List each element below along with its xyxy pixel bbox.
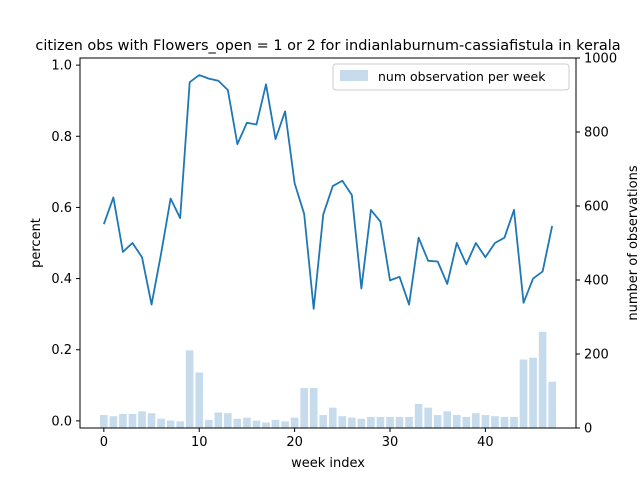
y-right-tick-label: 800	[584, 126, 609, 141]
bar	[328, 407, 337, 428]
y-axis-left-title: percent	[29, 218, 44, 268]
chart-title: citizen obs with Flowers_open = 1 or 2 f…	[35, 38, 620, 54]
bar	[472, 413, 480, 428]
y-right-tick-label: 1000	[584, 52, 617, 67]
bar	[109, 416, 118, 428]
bar	[290, 417, 299, 428]
y-left-tick-label: 0.4	[51, 272, 72, 287]
bar	[204, 419, 213, 428]
bar	[443, 411, 452, 428]
bar	[224, 413, 232, 428]
x-tick-label: 10	[191, 435, 208, 450]
legend: num observation per week	[332, 63, 570, 91]
bar	[271, 419, 280, 428]
bar	[185, 350, 194, 428]
x-axis: 0 10 20 30 40	[100, 428, 494, 450]
bar	[338, 416, 347, 428]
bar	[243, 417, 251, 428]
bar-series	[100, 331, 556, 428]
x-axis-title: week index	[291, 456, 365, 471]
bar	[176, 421, 184, 428]
bar	[233, 418, 242, 428]
bar	[281, 421, 289, 428]
legend-swatch	[340, 70, 368, 81]
bar	[367, 416, 375, 428]
y-left-tick-label: 0.2	[51, 343, 72, 358]
bar	[376, 416, 385, 428]
bar	[147, 413, 156, 428]
bar	[529, 357, 537, 428]
y-left-tick-label: 1.0	[51, 59, 72, 74]
bar	[300, 388, 308, 428]
bar	[100, 415, 108, 428]
y-right-tick-label: 400	[584, 274, 609, 289]
bar	[262, 422, 270, 428]
y-axis-right: 0 200 400 600 800 1000	[576, 52, 617, 437]
x-tick-label: 0	[100, 435, 108, 450]
x-tick-label: 40	[477, 435, 494, 450]
y-left-tick-label: 0.0	[51, 414, 72, 429]
bar	[452, 415, 461, 428]
bar	[424, 407, 432, 428]
legend-box	[332, 63, 570, 91]
bar	[319, 415, 328, 428]
bar	[357, 418, 366, 428]
y-axis-right-title: number of observations	[626, 165, 640, 320]
legend-label: num observation per week	[378, 69, 546, 84]
bar	[157, 418, 165, 428]
bar	[548, 381, 556, 428]
plot-frame	[79, 57, 577, 429]
bar	[500, 416, 509, 428]
bar	[166, 420, 175, 428]
bar	[386, 416, 394, 428]
x-tick-label: 30	[382, 435, 399, 450]
bar	[138, 411, 146, 428]
bar	[414, 403, 423, 428]
bar	[119, 413, 127, 428]
y-left-tick-label: 0.6	[51, 201, 72, 216]
bar	[309, 388, 318, 428]
y-axis-left: 0.0 0.2 0.4 0.6 0.8 1.0	[51, 59, 80, 429]
line-path	[103, 74, 554, 310]
y-right-tick-label: 200	[584, 348, 609, 363]
bar	[510, 416, 518, 428]
bar	[519, 359, 528, 428]
y-right-tick-label: 0	[584, 422, 592, 437]
bar	[195, 372, 204, 428]
bar	[405, 416, 413, 428]
x-tick-label: 20	[286, 435, 303, 450]
bar	[491, 416, 499, 428]
y-left-tick-label: 0.8	[51, 130, 72, 145]
bar	[462, 416, 471, 428]
bar	[214, 412, 223, 428]
bar	[481, 415, 490, 428]
bar	[128, 413, 137, 428]
bar	[348, 417, 356, 428]
bar	[538, 331, 547, 428]
bar	[395, 416, 404, 428]
bar	[433, 415, 442, 428]
bar	[252, 420, 261, 428]
line-series	[103, 74, 554, 310]
y-right-tick-label: 600	[584, 200, 609, 215]
